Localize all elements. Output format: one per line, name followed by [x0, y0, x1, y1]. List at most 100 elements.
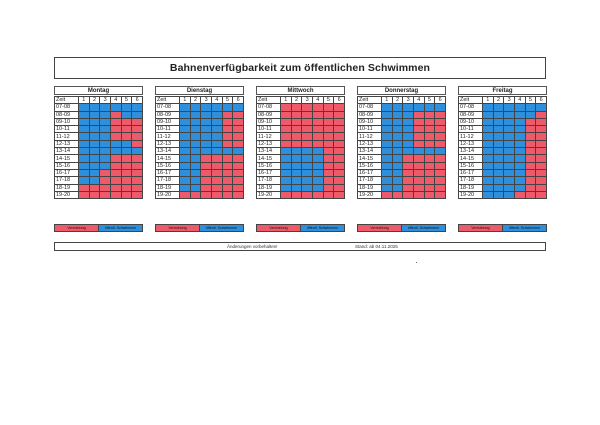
lane-cell-public [290, 176, 303, 185]
lane-cell-public [99, 110, 111, 119]
lane-cell-public [88, 103, 101, 112]
time-slot-label: 13-14 [54, 147, 79, 156]
time-slot-label: 10-11 [256, 125, 281, 134]
lane-cell-rented [109, 183, 122, 192]
lane-cell-rented [412, 125, 425, 134]
lane-header: 1 [482, 95, 494, 105]
table-row: 19-20 [155, 190, 244, 200]
table-row: 12-13 [357, 139, 446, 149]
lane-cell-rented [200, 176, 212, 185]
table-row: 18-19 [155, 183, 244, 192]
lane-cell-rented [311, 139, 324, 149]
table-row: 13-14 [357, 147, 446, 156]
day-block-3: Donnerstag Zeit 1 2 3 4 5 6 07-08 08-09 09-10 10-11… [357, 86, 446, 200]
lane-cell-public [513, 132, 526, 141]
lane-cell-public [311, 183, 324, 192]
table-row: 18-19 [256, 183, 345, 192]
time-slot-label: 15-16 [155, 161, 180, 170]
time-slot-label: 08-09 [256, 110, 281, 119]
time-slot-label: 09-10 [357, 117, 382, 127]
lane-cell-public [482, 103, 494, 112]
table-row: 14-15 [54, 154, 143, 163]
lane-cell-rented [322, 183, 335, 192]
lane-header: 5 [120, 95, 133, 105]
table-row: 16-17 [458, 168, 547, 178]
lane-cell-public [78, 125, 90, 134]
lane-cell-rented [301, 103, 313, 112]
table-row: 16-17 [54, 168, 143, 178]
lane-cell-public [381, 103, 393, 112]
lane-cell-rented [221, 132, 234, 141]
lane-cell-public [381, 161, 393, 170]
time-slot-label: 09-10 [458, 117, 483, 127]
lane-cell-public [402, 132, 414, 141]
lane-cell-public [311, 161, 324, 170]
time-column-header: Zeit [256, 95, 281, 105]
day-block-0: Montag Zeit 1 2 3 4 5 6 07-08 08-09 09-10 10-11 11-1… [54, 86, 143, 200]
table-row: 12-13 [458, 139, 547, 149]
lane-cell-public [513, 110, 526, 119]
lane-cell-rented [322, 125, 335, 134]
time-slot-label: 07-08 [458, 103, 483, 112]
lane-cell-rented [333, 190, 345, 200]
lane-cell-rented [423, 139, 436, 149]
table-row: 12-13 [256, 139, 345, 149]
lane-cell-rented [109, 117, 122, 127]
table-row: 14-15 [357, 154, 446, 163]
day-header: Mittwoch [256, 86, 345, 95]
lane-cell-public [200, 147, 212, 156]
lane-cell-public [492, 176, 505, 185]
lane-cell-rented [221, 110, 234, 119]
lane-cell-public [434, 103, 446, 112]
lane-cell-public [503, 183, 515, 192]
table-row: 09-10 [155, 117, 244, 127]
lane-cell-public [78, 147, 90, 156]
lane-cell-public [503, 110, 515, 119]
lane-cell-rented [131, 139, 143, 149]
lane-cell-public [99, 117, 111, 127]
lane-header: 4 [210, 95, 223, 105]
lane-cell-public [221, 147, 234, 156]
lane-cell-rented [423, 110, 436, 119]
table-row: 16-17 [357, 168, 446, 178]
lane-cell-public [179, 125, 191, 134]
lane-cell-rented [434, 168, 446, 178]
lane-cell-public [482, 117, 494, 127]
time-slot-label: 07-08 [357, 103, 382, 112]
lane-header: 4 [412, 95, 425, 105]
lane-cell-public [301, 176, 313, 185]
table-row: 07-08 [458, 103, 547, 112]
time-slot-label: 19-20 [155, 190, 180, 200]
lane-cell-public [391, 103, 404, 112]
lane-cell-public [402, 147, 414, 156]
table-row: 12-13 [54, 139, 143, 149]
lane-cell-public [391, 183, 404, 192]
lane-cell-rented [301, 117, 313, 127]
lane-cell-public [280, 176, 292, 185]
lane-cell-public [179, 139, 191, 149]
lane-header: 1 [280, 95, 292, 105]
lane-cell-rented [210, 176, 223, 185]
lane-cell-rented [131, 190, 143, 200]
time-slot-label: 14-15 [54, 154, 79, 163]
time-slot-label: 15-16 [357, 161, 382, 170]
lane-cell-public [482, 190, 494, 200]
time-slot-label: 14-15 [256, 154, 281, 163]
lane-cell-rented [524, 154, 537, 163]
lane-cell-rented [412, 110, 425, 119]
lane-cell-rented [99, 168, 111, 178]
lane-cell-rented [280, 110, 292, 119]
lane-header: 5 [322, 95, 335, 105]
lane-cell-rented [200, 183, 212, 192]
lane-cell-public [120, 147, 133, 156]
lane-cell-rented [280, 125, 292, 134]
lane-cell-public [189, 139, 202, 149]
title-box: Bahnenverfügbarkeit zum öffentlichen Sch… [54, 57, 546, 79]
availability-table: Zeit 1 2 3 4 5 6 07-08 08-09 09-10 10-11 11-12 12-13… [256, 95, 345, 200]
lane-cell-rented [221, 176, 234, 185]
table-row: 15-16 [54, 161, 143, 170]
lane-cell-public [381, 168, 393, 178]
lane-cell-public [503, 125, 515, 134]
lane-cell-rented [301, 139, 313, 149]
table-row: 17-18 [256, 176, 345, 185]
